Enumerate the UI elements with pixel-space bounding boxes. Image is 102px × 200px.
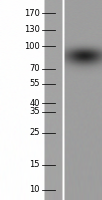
Text: 170: 170 <box>24 9 40 18</box>
Text: 15: 15 <box>29 160 40 169</box>
Text: 130: 130 <box>24 25 40 34</box>
Text: 70: 70 <box>29 64 40 73</box>
Text: 55: 55 <box>29 79 40 88</box>
Text: 40: 40 <box>29 99 40 108</box>
Text: 25: 25 <box>29 128 40 137</box>
Text: 35: 35 <box>29 107 40 116</box>
Text: 10: 10 <box>29 185 40 194</box>
Text: 100: 100 <box>24 42 40 51</box>
